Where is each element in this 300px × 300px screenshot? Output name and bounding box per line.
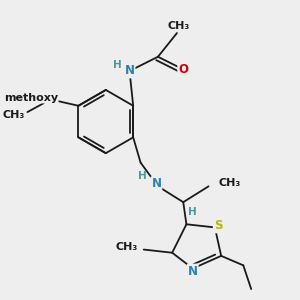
Text: O: O — [46, 93, 56, 106]
Text: O: O — [178, 63, 188, 76]
Text: CH₃: CH₃ — [3, 110, 25, 120]
Text: CH₃: CH₃ — [167, 21, 190, 31]
Text: N: N — [152, 177, 161, 190]
Text: S: S — [214, 219, 222, 232]
Text: H: H — [138, 171, 146, 181]
Text: CH₃: CH₃ — [116, 242, 138, 252]
Text: N: N — [188, 265, 198, 278]
Text: H: H — [113, 60, 122, 70]
Text: H: H — [188, 207, 197, 217]
Text: N: N — [124, 64, 134, 77]
Text: CH₃: CH₃ — [218, 178, 240, 188]
Text: methoxy: methoxy — [4, 93, 58, 103]
